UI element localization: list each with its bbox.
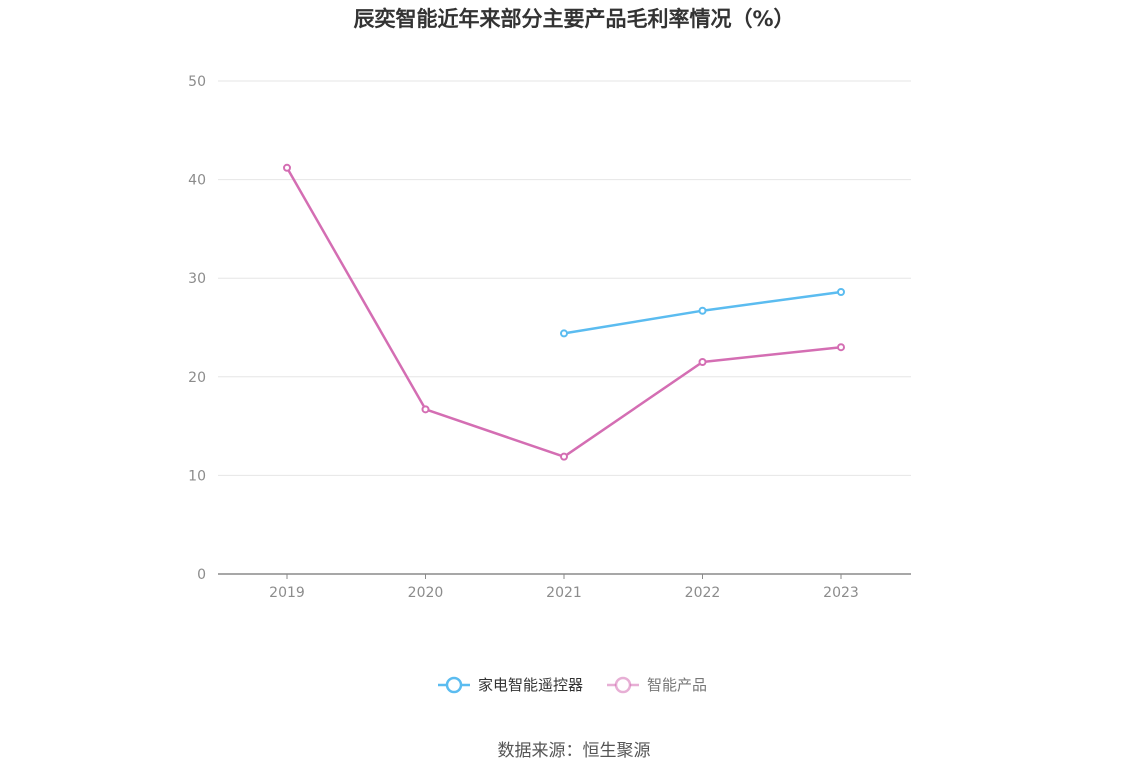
grid-lines	[218, 80, 911, 476]
series-layer	[283, 163, 845, 461]
x-tick-label: 2019	[269, 585, 305, 601]
data-point	[560, 452, 568, 461]
y-tick-label: 30	[188, 271, 206, 287]
data-point	[698, 306, 707, 315]
data-point	[421, 405, 430, 414]
legend-item-2[interactable]: 智能产品	[607, 676, 707, 694]
legend-marker-icon	[614, 676, 632, 694]
data-point	[698, 358, 707, 367]
series-line-2	[285, 167, 842, 458]
source-note: 数据来源：恒生聚源	[498, 741, 651, 761]
y-tick-label: 20	[188, 370, 206, 386]
data-point	[837, 343, 845, 352]
y-tick-label: 0	[197, 567, 206, 583]
data-point	[560, 329, 568, 338]
legend[interactable]: 家电智能遥控器 智能产品	[438, 676, 707, 694]
x-tick-label: 2022	[685, 585, 721, 601]
x-axis: 2019 2020 2021 2022 2023	[218, 573, 911, 601]
chart-title: 辰奕智能近年来部分主要产品毛利率情况（%）	[353, 7, 794, 31]
y-tick-label: 50	[188, 74, 206, 90]
x-tick-label: 2020	[408, 585, 444, 601]
x-tick-label: 2023	[823, 585, 859, 601]
data-point	[283, 163, 291, 172]
y-axis: 0 10 20 30 40 50	[188, 74, 206, 583]
data-point	[837, 288, 845, 297]
legend-label: 智能产品	[647, 676, 707, 694]
x-tick-label: 2021	[546, 585, 582, 601]
legend-item-1[interactable]: 家电智能遥控器	[438, 676, 583, 694]
legend-label: 家电智能遥控器	[478, 676, 583, 694]
legend-marker-icon	[445, 676, 463, 694]
y-tick-label: 40	[188, 173, 206, 189]
y-tick-label: 10	[188, 468, 206, 484]
